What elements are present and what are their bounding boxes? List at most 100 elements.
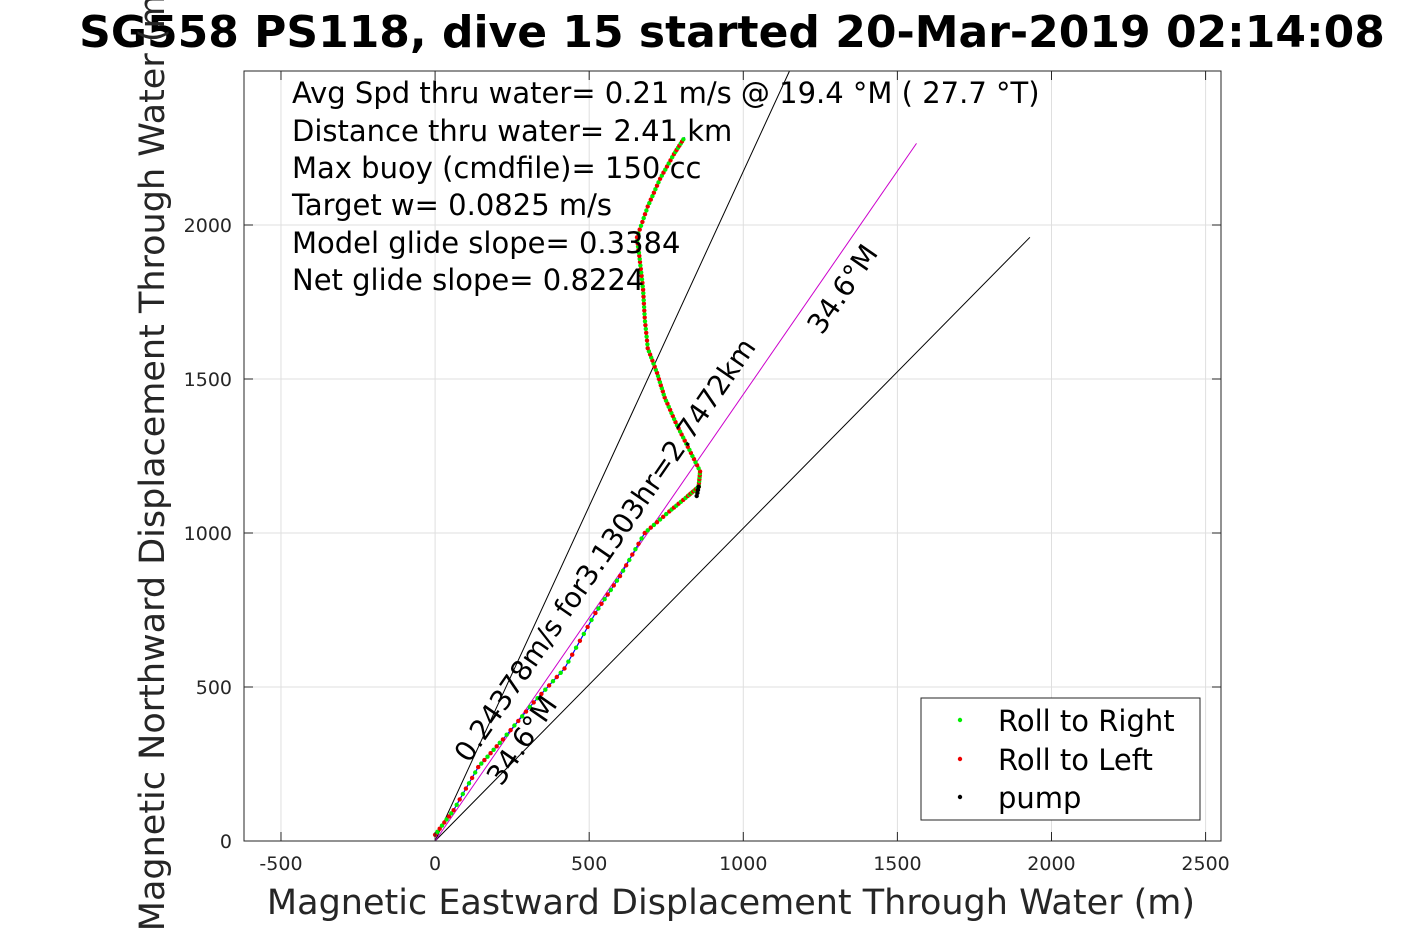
x-tick-label: 0 [429, 853, 441, 875]
roll-left-marker [642, 315, 647, 320]
legend-marker-pump [957, 794, 963, 800]
legend-box [920, 697, 1201, 821]
x-tick-label: 2000 [1027, 853, 1075, 875]
roll-right-marker [640, 284, 645, 289]
roll-right-marker [664, 511, 669, 517]
roll-left-marker [516, 718, 521, 724]
legend-label-pump: pump [998, 781, 1081, 815]
roll-left-marker [457, 797, 462, 802]
roll-right-marker [681, 137, 686, 142]
roll-left-marker [636, 541, 641, 546]
roll-left-marker [648, 525, 653, 530]
roll-right-marker [589, 617, 594, 623]
roll-right-marker [627, 557, 632, 563]
info-max-buoy: Max buoy (cmdfile)= 150 cc [292, 151, 701, 185]
roll-right-marker [491, 747, 496, 752]
roll-right-marker [656, 180, 661, 185]
roll-left-marker [643, 322, 648, 328]
legend-label-roll-right: Roll to Right [998, 704, 1175, 738]
y-tick-label: 1500 [184, 369, 232, 391]
roll-left-marker [641, 294, 646, 299]
roll-left-marker [640, 280, 645, 285]
x-tick-label: 2500 [1181, 853, 1229, 875]
roll-right-marker [653, 187, 658, 192]
series-cone_lower [434, 236, 1031, 841]
roll-right-marker [473, 770, 478, 775]
roll-left-marker [488, 751, 493, 756]
roll-right-marker [614, 578, 620, 583]
roll-left-marker [500, 737, 506, 742]
roll-right-marker [543, 687, 548, 692]
roll-left-marker [546, 683, 552, 688]
roll-right-marker [651, 522, 657, 528]
roll-right-marker [512, 723, 517, 728]
roll-left-marker [661, 514, 666, 519]
roll-left-marker [469, 775, 475, 781]
y-tick-label: 1000 [184, 523, 232, 545]
roll-right-marker [497, 740, 502, 745]
x-tick-label: 1000 [719, 853, 767, 875]
info-box: Avg Spd thru water= 0.21 m/s @ 19.4 °M (… [291, 76, 1040, 297]
roll-right-marker [608, 587, 613, 593]
pump-marker [694, 493, 699, 499]
tick-layer: -500 0 500 1000 1500 2000 2500 0 500 1000 1500 2000 [184, 71, 1230, 875]
roll-right-marker [566, 659, 571, 664]
roll-left-marker [554, 674, 559, 680]
roll-left-marker [654, 183, 660, 188]
roll-left-marker [641, 301, 647, 306]
roll-right-marker [645, 528, 650, 533]
roll-right-marker [636, 231, 641, 236]
roll-right-marker [485, 754, 490, 759]
legend: Roll to Right Roll to Left pump [920, 697, 1201, 821]
roll-left-marker [644, 330, 649, 335]
roll-right-marker [581, 631, 586, 637]
roll-right-marker [644, 334, 649, 339]
roll-right-marker [633, 547, 638, 552]
roll-left-marker [617, 573, 623, 579]
x-axis-label: Magnetic Eastward Displacement Through W… [267, 883, 1195, 923]
y-tick-label: 0 [220, 831, 232, 853]
roll-right-marker [520, 714, 525, 719]
roll-right-marker [643, 326, 648, 332]
roll-right-marker [642, 319, 648, 324]
roll-right-marker [558, 670, 563, 675]
roll-left-marker [642, 530, 647, 536]
roll-left-marker [570, 652, 575, 657]
roll-left-marker [451, 808, 456, 813]
info-avg-speed: Avg Spd thru water= 0.21 m/s @ 19.4 °M (… [292, 76, 1040, 110]
x-tick-label: -500 [259, 853, 302, 875]
roll-left-marker [637, 227, 642, 232]
roll-left-marker [639, 273, 644, 278]
roll-left-marker [476, 764, 481, 770]
roll-right-marker [439, 823, 445, 828]
legend-marker-roll-right [957, 717, 963, 723]
roll-right-marker [641, 304, 647, 310]
roll-right-marker [644, 208, 649, 213]
roll-left-marker [508, 727, 513, 733]
roll-right-marker [527, 704, 533, 710]
roll-right-marker [596, 606, 601, 611]
roll-left-marker [599, 601, 604, 606]
roll-right-marker [639, 536, 644, 541]
roll-left-marker [638, 266, 643, 272]
roll-right-marker [535, 696, 540, 701]
x-tick-label: 1500 [873, 853, 921, 875]
roll-right-marker [573, 645, 579, 650]
roll-left-marker [634, 235, 640, 240]
roll-right-marker [449, 811, 454, 816]
info-net-glide-slope: Net glide slope= 0.8224 [292, 263, 644, 297]
roll-left-marker [640, 287, 646, 292]
roll-right-marker [645, 342, 650, 347]
roll-left-marker [446, 814, 452, 819]
roll-right-marker [647, 200, 652, 206]
roll-right-marker [642, 311, 647, 317]
chart-title: SG558 PS118, dive 15 started 20-Mar-2019… [79, 7, 1385, 58]
roll-left-marker [494, 744, 499, 749]
roll-right-marker [638, 263, 643, 268]
y-axis-label: Magnetic Northward Displacement Through … [133, 0, 173, 931]
roll-left-marker [611, 583, 616, 588]
roll-left-marker [577, 638, 583, 643]
roll-left-marker [442, 820, 447, 825]
roll-right-marker [444, 817, 449, 822]
